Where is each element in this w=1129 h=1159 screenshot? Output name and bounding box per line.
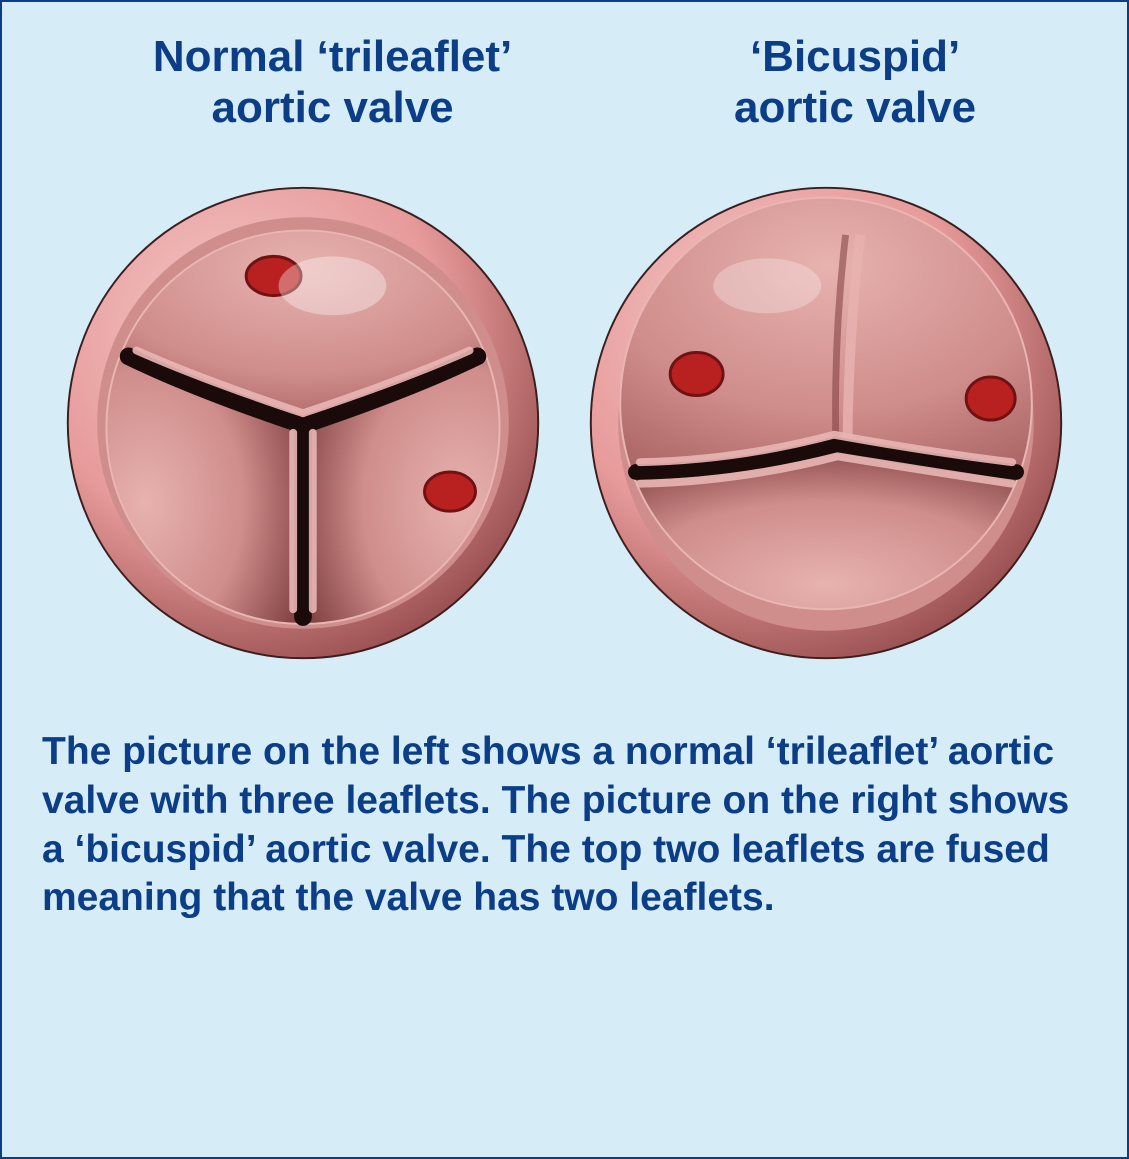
bi-highlight [713, 259, 821, 314]
tri-highlight [279, 257, 387, 316]
diagrams-row [42, 163, 1087, 683]
trileaflet-valve [58, 178, 548, 668]
left-title: Normal ‘trileaflet’ aortic valve [153, 32, 512, 133]
caption-text: The picture on the left shows a normal ‘… [42, 728, 1087, 923]
infographic-panel: Normal ‘trileaflet’ aortic valve ‘Bicusp… [0, 0, 1129, 1159]
bicuspid-valve [581, 178, 1071, 668]
right-title-line2: aortic valve [734, 83, 976, 132]
right-title-line1: ‘Bicuspid’ [750, 32, 960, 81]
titles-row: Normal ‘trileaflet’ aortic valve ‘Bicusp… [42, 32, 1087, 133]
left-title-line1: Normal ‘trileaflet’ [153, 32, 512, 81]
left-title-line2: aortic valve [211, 83, 453, 132]
right-title: ‘Bicuspid’ aortic valve [734, 32, 976, 133]
trileaflet-valve-svg [58, 178, 548, 668]
bicuspid-valve-svg [581, 178, 1071, 668]
